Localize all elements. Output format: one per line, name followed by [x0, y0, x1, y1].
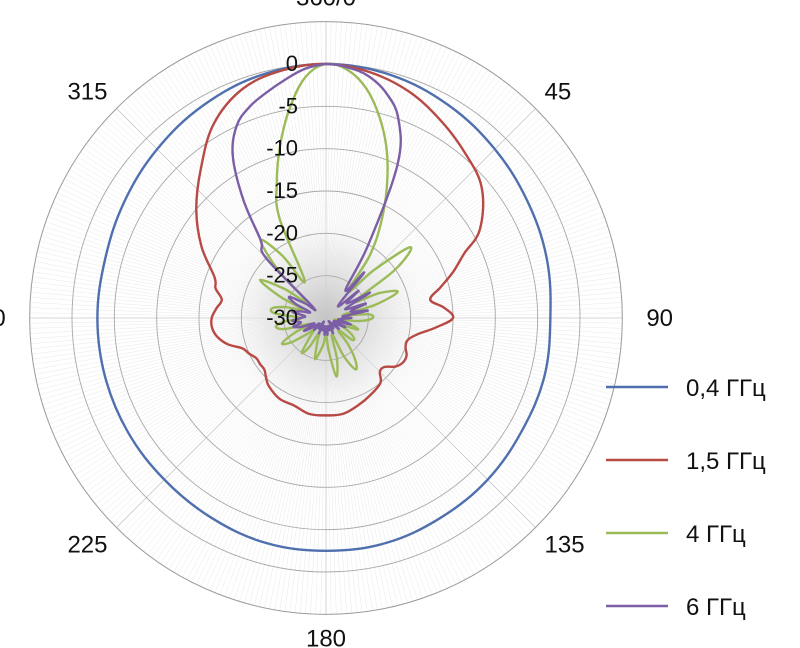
radial-tick-label: -15	[266, 178, 298, 203]
angle-tick-label: 90	[646, 305, 673, 332]
angle-tick-label: 270	[0, 305, 6, 332]
radial-tick-label: -30	[266, 305, 298, 330]
radial-tick-label: -10	[266, 136, 298, 161]
ring-line	[29, 21, 623, 615]
angle-tick-label: 135	[545, 532, 585, 559]
series-4-line	[231, 62, 402, 337]
angle-tick-label: 315	[67, 78, 107, 105]
legend-label: 0,4 ГГц	[686, 375, 766, 402]
angle-tick-label: 45	[545, 78, 572, 105]
legend-label: 4 ГГц	[686, 521, 746, 548]
ring-line	[156, 148, 496, 488]
ring-line	[283, 275, 369, 361]
series-2-line	[195, 62, 485, 417]
radial-tick-label: -20	[266, 220, 298, 245]
radial-tick-labels: 0 -5 -10 -15 -20 -25 -30	[266, 51, 298, 330]
angle-tick-label: 180	[306, 625, 346, 648]
series-lines	[96, 62, 552, 553]
angular-tick-labels: 360/0 45 90 135 180 225 270 315	[0, 0, 673, 648]
ring-line	[240, 232, 412, 404]
legend-label: 1,5 ГГц	[686, 448, 766, 475]
ring-line	[113, 105, 539, 531]
angle-tick-label: 225	[67, 532, 107, 559]
legend-label: 6 ГГц	[686, 594, 746, 621]
center-shading	[216, 208, 436, 428]
legend: 0,4 ГГц 1,5 ГГц 4 ГГц 6 ГГц	[606, 375, 766, 621]
radial-tick-label: 0	[286, 51, 298, 76]
radial-tick-label: -5	[278, 93, 298, 118]
radial-tick-label: -25	[266, 263, 298, 288]
series-1-line	[96, 62, 552, 553]
angle-tick-label: 360/0	[296, 0, 356, 12]
